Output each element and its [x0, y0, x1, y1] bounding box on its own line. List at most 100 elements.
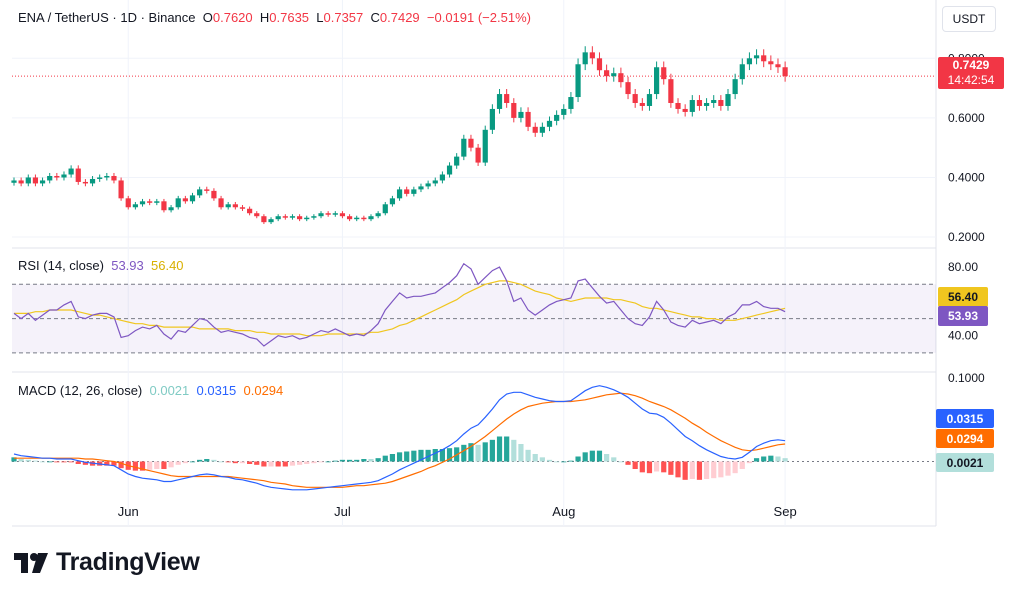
macd-hist-bar [753, 458, 760, 462]
macd-hist-bar [54, 461, 60, 463]
candle-body [97, 177, 103, 179]
macd-hist-bar [461, 444, 467, 462]
rsi-legend: RSI (14, close) 53.93 56.40 [18, 258, 184, 273]
macd-hist-bar [254, 461, 260, 465]
countdown-value: 14:42:54 [947, 73, 995, 87]
candle-body [703, 102, 710, 106]
candle-body [532, 126, 538, 133]
candle-body [82, 181, 88, 184]
macd-hist-bar [75, 461, 81, 464]
candle-body [132, 204, 138, 208]
candle-body [32, 177, 39, 184]
macd-hist-bar [418, 449, 424, 462]
close-value: 0.7429 [379, 10, 420, 25]
macd-hist-bar [375, 458, 381, 462]
candle-body [211, 190, 217, 199]
candle-body [468, 138, 474, 148]
candle-body [111, 175, 117, 181]
rsi-pane [13, 262, 786, 347]
macd-hist-bar [182, 461, 188, 464]
macd-hist-bar [404, 451, 410, 462]
symbol-title: ENA / TetherUS · 1D · Binance [18, 10, 196, 25]
macd-hist-bar [411, 450, 417, 462]
macd-label: MACD (12, 26, close) [18, 383, 143, 398]
candle-body [346, 216, 353, 220]
last-price-tag: 0.7429 14:42:54 [938, 57, 1004, 89]
candle-body [147, 201, 153, 203]
macd-hist-bar [532, 454, 538, 462]
macd-hist-bar [518, 444, 524, 462]
candle-body [225, 204, 231, 208]
macd-hist-bar [439, 449, 445, 462]
macd-hist-bar [732, 461, 738, 474]
candle-body [175, 198, 181, 208]
candle-body [304, 217, 310, 220]
candle-body [568, 97, 574, 109]
candle-body [689, 100, 695, 112]
candle-body [325, 213, 331, 215]
rsi-band [12, 283, 936, 354]
candle-body [189, 195, 196, 202]
low-label: L [316, 10, 324, 25]
candle-body [275, 216, 281, 220]
macd-hist-bar [489, 439, 495, 462]
candle-body [218, 198, 224, 208]
candle-body [311, 216, 317, 218]
macd-hist-bar [382, 455, 388, 462]
macd-hist-bar [661, 461, 667, 473]
candle-body [696, 100, 703, 106]
candle-body [561, 108, 567, 115]
macd-hist-bar [154, 461, 160, 469]
candle-body [204, 189, 210, 191]
currency-button[interactable]: USDT [942, 6, 996, 32]
candle-body [232, 204, 238, 208]
candle-body [297, 216, 303, 220]
macd-hist-bar [311, 461, 317, 464]
candle-body [575, 64, 581, 98]
candle-body [511, 102, 517, 118]
candle-body [753, 55, 760, 59]
macd-hist-bar [268, 461, 274, 467]
candle-body [25, 177, 31, 184]
candle-body [775, 64, 781, 68]
macd-hist-bar [654, 461, 660, 472]
macd-hist-bar [218, 461, 224, 463]
macd-hist-bar [297, 461, 303, 465]
macd-signal-value: 0.0294 [243, 383, 284, 398]
macd-hist-bar [304, 461, 310, 464]
macd-hist-bar [475, 444, 481, 462]
candle-body [675, 102, 681, 109]
candle-body [539, 126, 545, 133]
macd-hist-bar [289, 461, 296, 466]
candle-body [418, 186, 424, 190]
macd-hist-bar [746, 461, 753, 464]
macd-hist-bar [104, 461, 110, 466]
macd-hist-bar [211, 459, 217, 462]
candle-body [239, 207, 246, 209]
macd-legend: MACD (12, 26, close) 0.0021 0.0315 0.029… [18, 383, 283, 398]
high-value: 0.7635 [269, 10, 310, 25]
macd-hist-bar [511, 439, 517, 462]
candle-body [389, 198, 396, 205]
rsi-tick-label: 80.00 [948, 260, 978, 274]
macd-hist-bar [646, 461, 653, 474]
candle-body [39, 180, 46, 184]
macd-hist-bar [768, 455, 774, 462]
change-value: −0.0191 (−2.51%) [426, 10, 531, 25]
macd-hist-bar [275, 461, 281, 467]
candle-body [518, 111, 524, 118]
candle-body [596, 58, 603, 71]
rsi-tick-label: 40.00 [948, 329, 978, 343]
candle-body [411, 189, 417, 194]
candle-body [761, 55, 767, 62]
macd-hist-bar [703, 461, 710, 479]
candle-body [439, 174, 445, 181]
tradingview-logo[interactable]: TradingView [14, 548, 200, 577]
brand-name: TradingView [56, 548, 200, 576]
macd-hist-bar [261, 461, 267, 467]
macd-hist-bar [675, 461, 681, 478]
macd-signal-line [14, 392, 786, 488]
macd-hist-bar [354, 459, 360, 462]
open-value: 0.7620 [212, 10, 253, 25]
